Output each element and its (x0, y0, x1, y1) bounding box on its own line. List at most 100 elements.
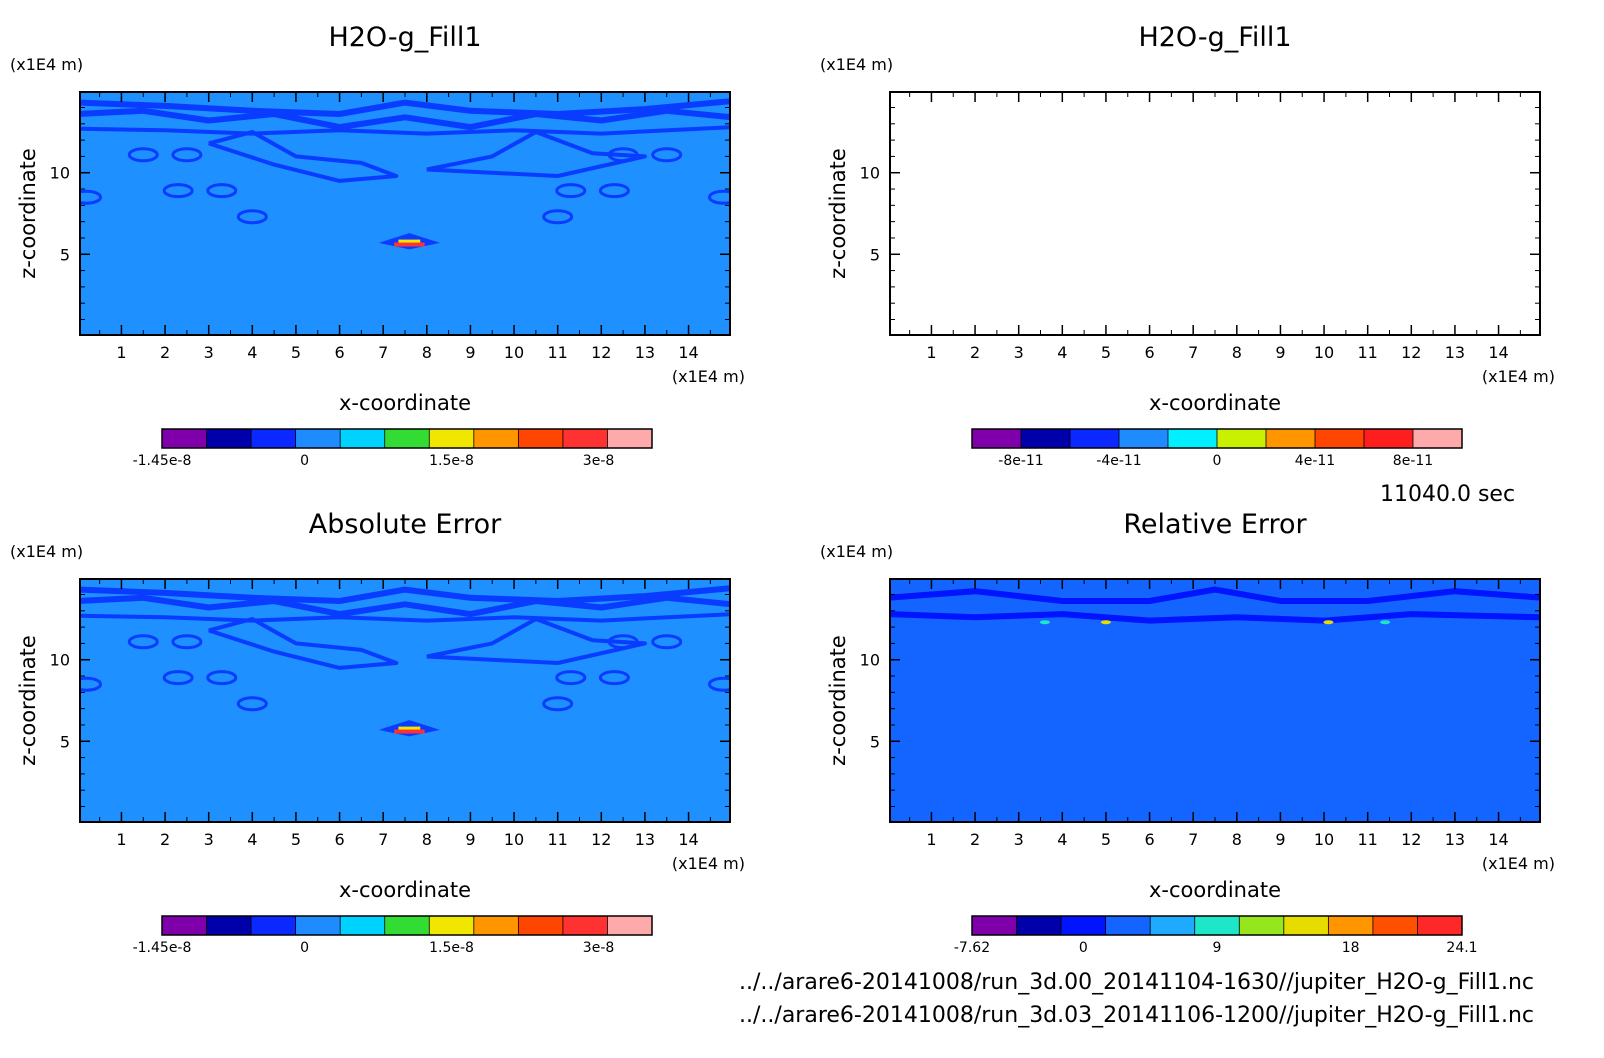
y-unit-label: (x1E4 m) (820, 55, 893, 74)
contour-top-1 (80, 585, 730, 604)
colorbar-segment (1239, 916, 1285, 935)
x-tick-label: 5 (291, 343, 301, 362)
peak-core (394, 729, 425, 734)
x-axis-label: x-coordinate (1149, 391, 1281, 415)
contour-top-1 (80, 98, 730, 117)
y-tick-label: 5 (60, 732, 70, 751)
chart-panel-2: H2O-g_Fill1(x1E4 m)(x1E4 m)1 2 3 4 5 6 7 8 9 10 11… (820, 22, 1555, 469)
x-tick-label: 6 (1144, 830, 1154, 849)
colorbar-label: 0 (1213, 453, 1222, 469)
x-tick-label: 10 (1314, 343, 1334, 362)
x-tick-label: 2 (970, 343, 980, 362)
x-tick-label: 11 (548, 830, 568, 849)
x-unit-label: (x1E4 m) (1482, 854, 1555, 873)
colorbar-segment (1266, 429, 1316, 448)
x-tick-label: 2 (160, 830, 170, 849)
colorbar-segment (607, 916, 653, 935)
relative-contour-1 (890, 586, 1540, 604)
file-path-2: ../../arare6-20141008/run_3d.03_20141106… (739, 1003, 1534, 1028)
x-tick-label: 14 (678, 830, 698, 849)
x-tick-label: 3 (204, 343, 214, 362)
colorbar-segment (518, 916, 564, 935)
x-tick-label: 4 (1057, 343, 1067, 362)
x-tick-label: 8 (422, 343, 432, 362)
colorbar-label: -4e-11 (1096, 453, 1141, 469)
x-tick-label: 8 (1232, 343, 1242, 362)
x-tick-label: 6 (334, 343, 344, 362)
colorbar-label: 0 (1079, 940, 1088, 956)
colorbar-segment (1150, 916, 1196, 935)
colorbar-label: 4e-11 (1295, 453, 1335, 469)
x-tick-label: 12 (591, 343, 611, 362)
contour-blob-10 (80, 189, 103, 205)
x-tick-label: 9 (465, 830, 475, 849)
colorbar-label: -1.45e-8 (133, 940, 192, 956)
x-tick-label: 12 (1401, 830, 1421, 849)
relative-spot-3 (1039, 620, 1050, 625)
y-tick-label: 5 (60, 245, 70, 264)
x-tick-label: 3 (1014, 343, 1024, 362)
x-tick-label: 14 (678, 343, 698, 362)
colorbar-segment (206, 916, 252, 935)
contour-top-2 (80, 594, 730, 618)
colorbar-label: 8e-11 (1393, 453, 1433, 469)
x-tick-label: 14 (1488, 343, 1508, 362)
x-tick-label: 4 (1057, 830, 1067, 849)
plot-frame (889, 91, 1541, 336)
colorbar-segment (251, 916, 297, 935)
colorbar-segment (1328, 916, 1374, 935)
x-tick-label: 5 (1101, 830, 1111, 849)
x-tick-label: 2 (970, 830, 980, 849)
colorbar-label: 0 (300, 453, 309, 469)
x-tick-label: 10 (1314, 830, 1334, 849)
contour-blob-11 (707, 676, 730, 692)
x-tick-label: 3 (204, 830, 214, 849)
x-tick-label: 3 (1014, 830, 1024, 849)
x-tick-label: 9 (1275, 830, 1285, 849)
contour-top-2 (80, 107, 730, 131)
x-tick-label: 11 (548, 343, 568, 362)
x-tick-label: 11 (1358, 343, 1378, 362)
x-tick-label: 2 (160, 343, 170, 362)
colorbar-segment (473, 916, 519, 935)
contour-left-loop (208, 130, 399, 183)
x-tick-label: 13 (1445, 830, 1465, 849)
chart-title: H2O-g_Fill1 (328, 22, 481, 53)
colorbar-segment (1021, 429, 1071, 448)
x-tick-label: 1 (926, 343, 936, 362)
y-unit-label: (x1E4 m) (10, 55, 83, 74)
x-tick-label: 12 (591, 830, 611, 849)
x-tick-label: 1 (116, 343, 126, 362)
x-unit-label: (x1E4 m) (672, 367, 745, 386)
contour-blob-1 (171, 147, 203, 163)
colorbar: -7.62 0 9 18 24.1 (954, 915, 1478, 956)
x-tick-label: 6 (1144, 343, 1154, 362)
colorbar-segment (562, 916, 608, 935)
x-tick-label: 8 (1232, 830, 1242, 849)
colorbar-segment (1105, 916, 1151, 935)
peak-ring (398, 726, 421, 730)
y-axis-label: z-coordinate (826, 148, 850, 279)
y-tick-label: 10 (860, 651, 880, 670)
contour-blob-5 (206, 670, 238, 686)
contour-blob-2 (607, 147, 639, 163)
colorbar-segment (1070, 429, 1120, 448)
colorbar-segment (1016, 916, 1062, 935)
colorbar: -1.45e-8 0 1.5e-8 3e-8 (133, 915, 653, 956)
x-tick-label: 5 (1101, 343, 1111, 362)
colorbar-segment (340, 429, 386, 448)
relative-spot-4 (1380, 620, 1391, 625)
contour-blob-2 (607, 634, 639, 650)
chart-panel-3: Absolute Error(x1E4 m)(x1E4 m)1 2 3 4 5 6 7 8 9 1… (10, 509, 745, 956)
y-axis-label: z-coordinate (16, 148, 40, 279)
x-tick-label: 4 (247, 830, 257, 849)
contour-blob-1 (171, 634, 203, 650)
colorbar-segment (295, 429, 341, 448)
colorbar-segment (1413, 429, 1463, 448)
peak-core (394, 242, 425, 247)
contour-blob-9 (542, 209, 574, 225)
colorbar-segment (1417, 916, 1463, 935)
x-axis-label: x-coordinate (339, 878, 471, 902)
colorbar-segment (1217, 429, 1267, 448)
